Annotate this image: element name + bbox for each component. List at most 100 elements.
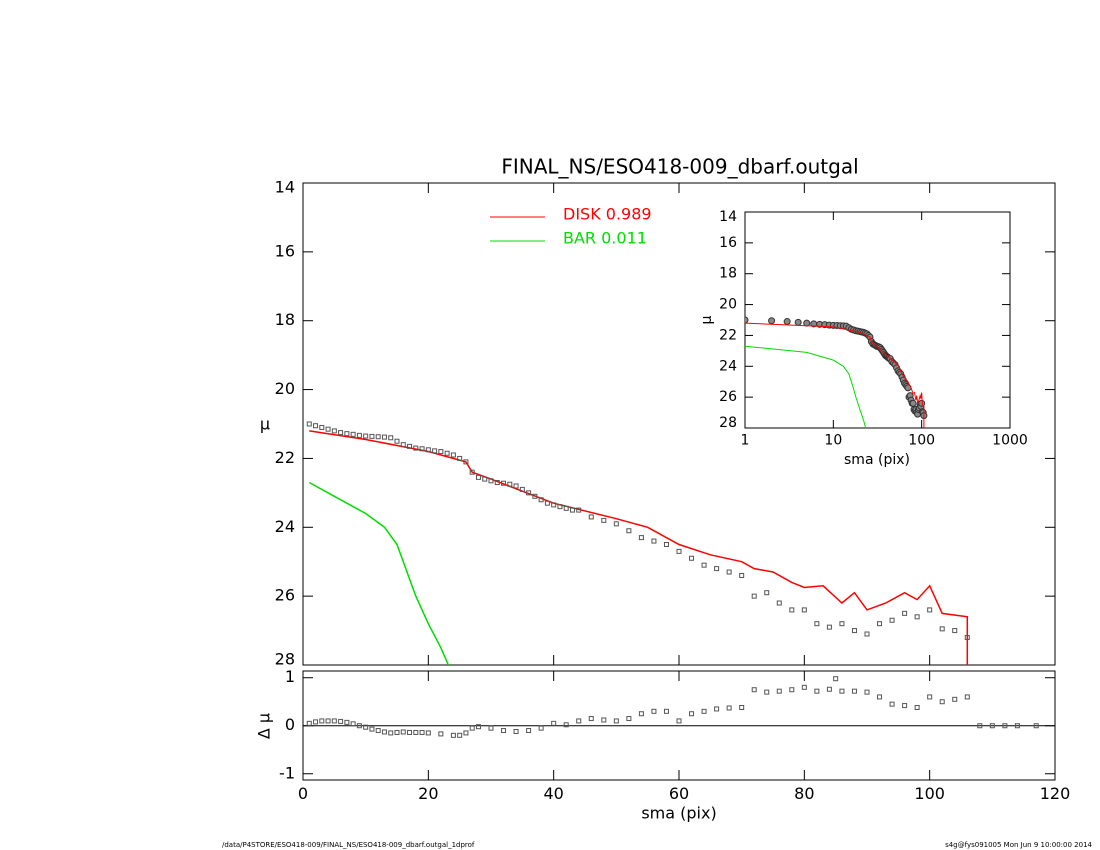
data-point <box>469 469 475 475</box>
inset-model-line <box>745 345 867 428</box>
y-tick-label: 28 <box>275 650 295 669</box>
y-tick-label: 20 <box>719 297 737 313</box>
plot-area <box>306 421 970 665</box>
data-point <box>400 729 406 735</box>
inset-model-line <box>745 322 925 428</box>
y-tick-label: 16 <box>719 235 737 251</box>
data-point <box>588 514 594 520</box>
data-point <box>538 497 544 503</box>
data-point <box>388 435 394 441</box>
data-point <box>569 507 575 513</box>
footer-left: /data/P4STORE/ESO418-009/FINAL_NS/ESO418… <box>222 841 475 849</box>
data-point <box>927 694 933 700</box>
data-point <box>601 717 607 723</box>
data-point <box>356 723 362 729</box>
data-point <box>419 446 425 452</box>
plot-area <box>306 676 1039 738</box>
data-point <box>457 455 463 461</box>
y-tick-label: 14 <box>719 209 737 225</box>
data-point <box>407 729 413 735</box>
data-point <box>939 626 945 632</box>
x-tick-label: 10 <box>824 433 842 449</box>
data-point <box>457 732 463 738</box>
inset-data-point <box>794 318 802 326</box>
data-point <box>344 431 350 437</box>
data-point <box>701 562 707 568</box>
data-point <box>651 538 657 544</box>
data-point <box>450 452 456 458</box>
x-tick-label: 0 <box>298 784 308 803</box>
x-tick-label: 20 <box>418 784 438 803</box>
data-point <box>689 555 695 561</box>
y-tick-label: 26 <box>719 389 737 405</box>
y-axis-label: Δ μ <box>255 713 274 739</box>
data-point <box>319 718 325 724</box>
data-point <box>313 719 319 725</box>
data-point <box>394 438 400 444</box>
data-point <box>475 724 481 730</box>
data-point <box>751 687 757 693</box>
data-point <box>1033 723 1039 729</box>
y-tick-label: 16 <box>275 241 295 260</box>
data-point <box>488 725 494 731</box>
data-point <box>356 432 362 438</box>
inset-data-point <box>783 318 791 326</box>
data-point <box>789 687 795 693</box>
data-point <box>363 724 369 730</box>
data-point <box>964 694 970 700</box>
data-point <box>425 730 431 736</box>
data-point <box>789 607 795 613</box>
y-tick-label: 18 <box>719 266 737 282</box>
data-point <box>369 433 375 439</box>
y-tick-label: 0 <box>285 715 295 734</box>
data-point <box>388 730 394 736</box>
data-point <box>638 711 644 717</box>
data-point <box>601 517 607 523</box>
data-point <box>914 614 920 620</box>
data-point <box>714 566 720 572</box>
data-point <box>350 431 356 437</box>
data-point <box>381 729 387 735</box>
data-point <box>513 729 519 735</box>
data-point <box>689 711 695 717</box>
data-point <box>814 621 820 627</box>
x-tick-label: 120 <box>1040 784 1071 803</box>
x-tick-label: 40 <box>543 784 563 803</box>
data-point <box>338 718 344 724</box>
data-point <box>501 480 507 486</box>
data-point <box>363 433 369 439</box>
data-point <box>814 688 820 694</box>
data-point <box>319 424 325 430</box>
y-axis-label: μ <box>699 315 715 324</box>
data-point <box>306 720 312 726</box>
data-point <box>964 634 970 640</box>
data-point <box>413 445 419 451</box>
inset-data-point <box>745 316 749 324</box>
data-point <box>989 723 995 729</box>
data-point <box>450 732 456 738</box>
data-point <box>488 478 494 484</box>
data-point <box>851 688 857 694</box>
data-point <box>776 600 782 606</box>
data-point <box>507 481 513 487</box>
data-point <box>764 689 770 695</box>
data-point <box>538 725 544 731</box>
x-tick-label: 80 <box>794 784 814 803</box>
y-tick-label: 20 <box>275 379 295 398</box>
data-point <box>551 720 557 726</box>
data-point <box>1002 723 1008 729</box>
data-point <box>588 716 594 722</box>
footer-right: s4g@fys091005 Mon Jun 9 10:00:00 2014 <box>945 841 1092 849</box>
data-point <box>889 617 895 623</box>
data-point <box>764 590 770 596</box>
data-point <box>563 505 569 511</box>
plot-frame <box>302 182 1056 666</box>
data-point <box>776 688 782 694</box>
data-point <box>413 729 419 735</box>
data-point <box>839 688 845 694</box>
data-point <box>325 718 331 724</box>
data-point <box>613 718 619 724</box>
data-point <box>381 434 387 440</box>
data-point <box>663 708 669 714</box>
